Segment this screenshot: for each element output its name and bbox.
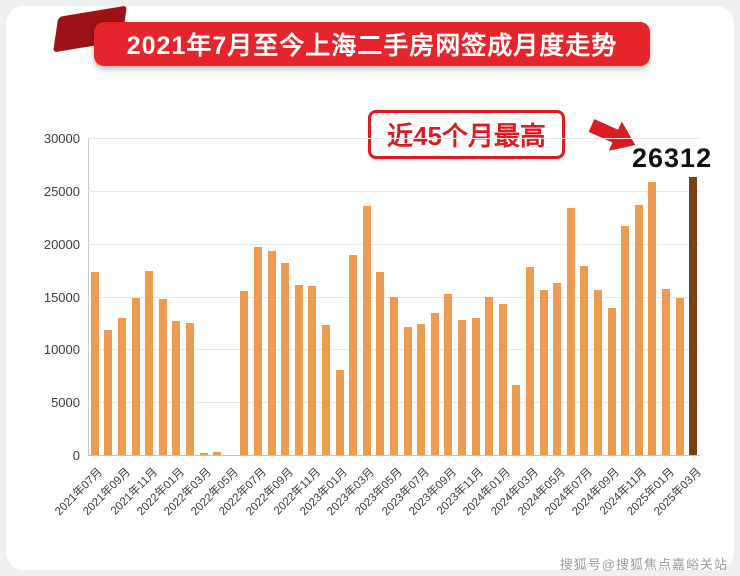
watermark: 搜狐号@搜狐焦点嘉峪关站 — [559, 557, 728, 572]
bar — [458, 319, 466, 455]
y-axis-labels: 0 5000 10000 15000 20000 25000 30000 — [24, 131, 80, 463]
y-axis-label: 30000 — [43, 131, 80, 146]
bar — [430, 313, 439, 455]
bar — [349, 255, 358, 455]
y-axis-label: 25000 — [43, 183, 80, 199]
bar — [118, 317, 126, 455]
peak-annotation-box: 近45个月最高 — [368, 110, 565, 159]
bar — [322, 325, 330, 455]
bar — [131, 297, 140, 455]
bar — [308, 285, 317, 455]
bar — [267, 251, 276, 455]
bar — [648, 182, 657, 455]
bar — [254, 246, 262, 455]
bar — [294, 284, 303, 455]
bar — [104, 330, 113, 455]
bar — [621, 225, 630, 455]
peak-value-label: 26312 — [632, 143, 713, 173]
bar — [145, 271, 154, 455]
bar — [485, 296, 494, 455]
plot-area — [88, 138, 700, 456]
bar — [580, 265, 589, 455]
y-axis-label: 5000 — [51, 395, 80, 411]
gridline — [88, 190, 700, 192]
bar — [594, 290, 602, 455]
bar — [607, 308, 616, 455]
bar — [566, 207, 575, 455]
bar — [471, 317, 480, 455]
bar — [689, 176, 698, 455]
bar — [675, 297, 684, 455]
bar — [417, 323, 426, 455]
y-axis-label: 0 — [72, 448, 80, 463]
annotation-arrow-icon — [579, 107, 645, 169]
x-axis-labels: 2021年07月 2021年09月 2021年11月 2022年01月 2022年03月… — [54, 460, 704, 550]
bar — [213, 451, 222, 455]
bar — [526, 266, 534, 455]
y-axis-label: 20000 — [43, 236, 80, 252]
gridline — [88, 138, 700, 139]
bar — [498, 303, 507, 455]
gridline — [88, 243, 700, 245]
y-axis-label: 15000 — [43, 289, 80, 305]
bar — [186, 322, 194, 455]
bar — [553, 282, 562, 455]
bar — [240, 291, 249, 455]
bar — [281, 262, 290, 455]
bar — [199, 453, 208, 455]
bar — [172, 320, 181, 455]
bar — [335, 370, 344, 455]
bar — [539, 290, 548, 455]
bar — [662, 289, 670, 455]
y-axis-label: 10000 — [43, 342, 80, 358]
bar — [512, 385, 521, 455]
x-axis-line — [88, 455, 700, 456]
bar — [634, 204, 643, 455]
bar — [362, 205, 371, 455]
chart-title-banner: 2021年7月至今上海二手房网签成月度走势 — [94, 22, 650, 66]
bar — [158, 298, 167, 455]
peak-annotation-label: 近45个月最高 — [387, 121, 546, 151]
bar — [444, 294, 453, 455]
bar — [403, 327, 412, 455]
chart-title: 2021年7月至今上海二手房网签成月度走势 — [126, 32, 618, 60]
bar — [390, 296, 398, 455]
bar — [376, 272, 385, 455]
bar — [90, 272, 99, 455]
